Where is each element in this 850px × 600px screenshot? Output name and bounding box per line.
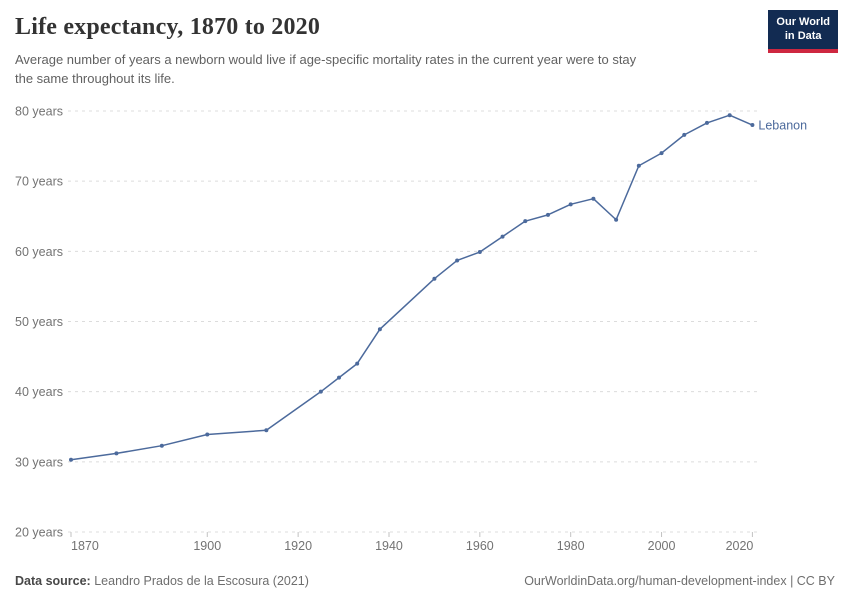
chart-footer: Data source: Leandro Prados de la Escosu…: [15, 574, 835, 588]
data-point: [591, 196, 596, 201]
data-source-text: Leandro Prados de la Escosura (2021): [90, 574, 309, 588]
data-point: [682, 132, 687, 137]
data-point: [159, 443, 164, 448]
x-tick-label: 1960: [466, 539, 494, 553]
x-tick-label: 2000: [648, 539, 676, 553]
data-point: [432, 276, 437, 281]
data-point: [523, 219, 528, 224]
x-tick-label: 2020: [726, 539, 754, 553]
chart-header: Life expectancy, 1870 to 2020 Average nu…: [15, 14, 755, 89]
data-point: [337, 375, 342, 380]
data-source-note: Data source: Leandro Prados de la Escosu…: [15, 574, 309, 588]
data-point: [500, 234, 505, 239]
y-tick-label: 40 years: [15, 385, 63, 399]
data-source-label: Data source:: [15, 574, 91, 588]
data-point: [69, 457, 73, 462]
owid-logo-line1: Our World: [776, 16, 830, 28]
data-point: [355, 361, 360, 366]
data-point: [318, 389, 323, 394]
data-point: [377, 327, 382, 332]
x-tick-label: 1980: [557, 539, 585, 553]
data-point: [636, 163, 641, 168]
data-point: [659, 151, 664, 156]
x-tick-label: 1900: [193, 539, 221, 553]
data-point: [264, 428, 269, 433]
y-tick-label: 70 years: [15, 175, 63, 189]
x-tick-label: 1940: [375, 539, 403, 553]
series-line: [70, 114, 754, 461]
owid-logo: Our World in Data: [768, 10, 838, 53]
y-tick-label: 50 years: [15, 315, 63, 329]
data-point: [727, 113, 732, 118]
credit-line: OurWorldinData.org/human-development-ind…: [524, 574, 835, 588]
data-point: [114, 451, 119, 456]
x-tick-label: 1870: [71, 539, 99, 553]
data-point: [477, 250, 482, 255]
data-point: [568, 202, 573, 207]
chart-subtitle: Average number of years a newborn would …: [15, 52, 637, 86]
data-point: [704, 120, 709, 125]
data-point: [545, 212, 550, 217]
data-point: [614, 217, 619, 222]
y-tick-label: 60 years: [15, 245, 63, 259]
series-label: Lebanon: [758, 119, 807, 133]
x-tick-label: 1920: [284, 539, 312, 553]
page-title: Life expectancy, 1870 to 2020: [15, 14, 321, 40]
data-point: [205, 432, 210, 437]
owid-logo-line2: in Data: [784, 30, 822, 43]
y-tick-label: 20 years: [15, 526, 63, 540]
data-point: [750, 123, 755, 128]
y-tick-label: 80 years: [15, 105, 63, 119]
y-tick-label: 30 years: [15, 455, 63, 469]
data-point: [455, 258, 460, 263]
